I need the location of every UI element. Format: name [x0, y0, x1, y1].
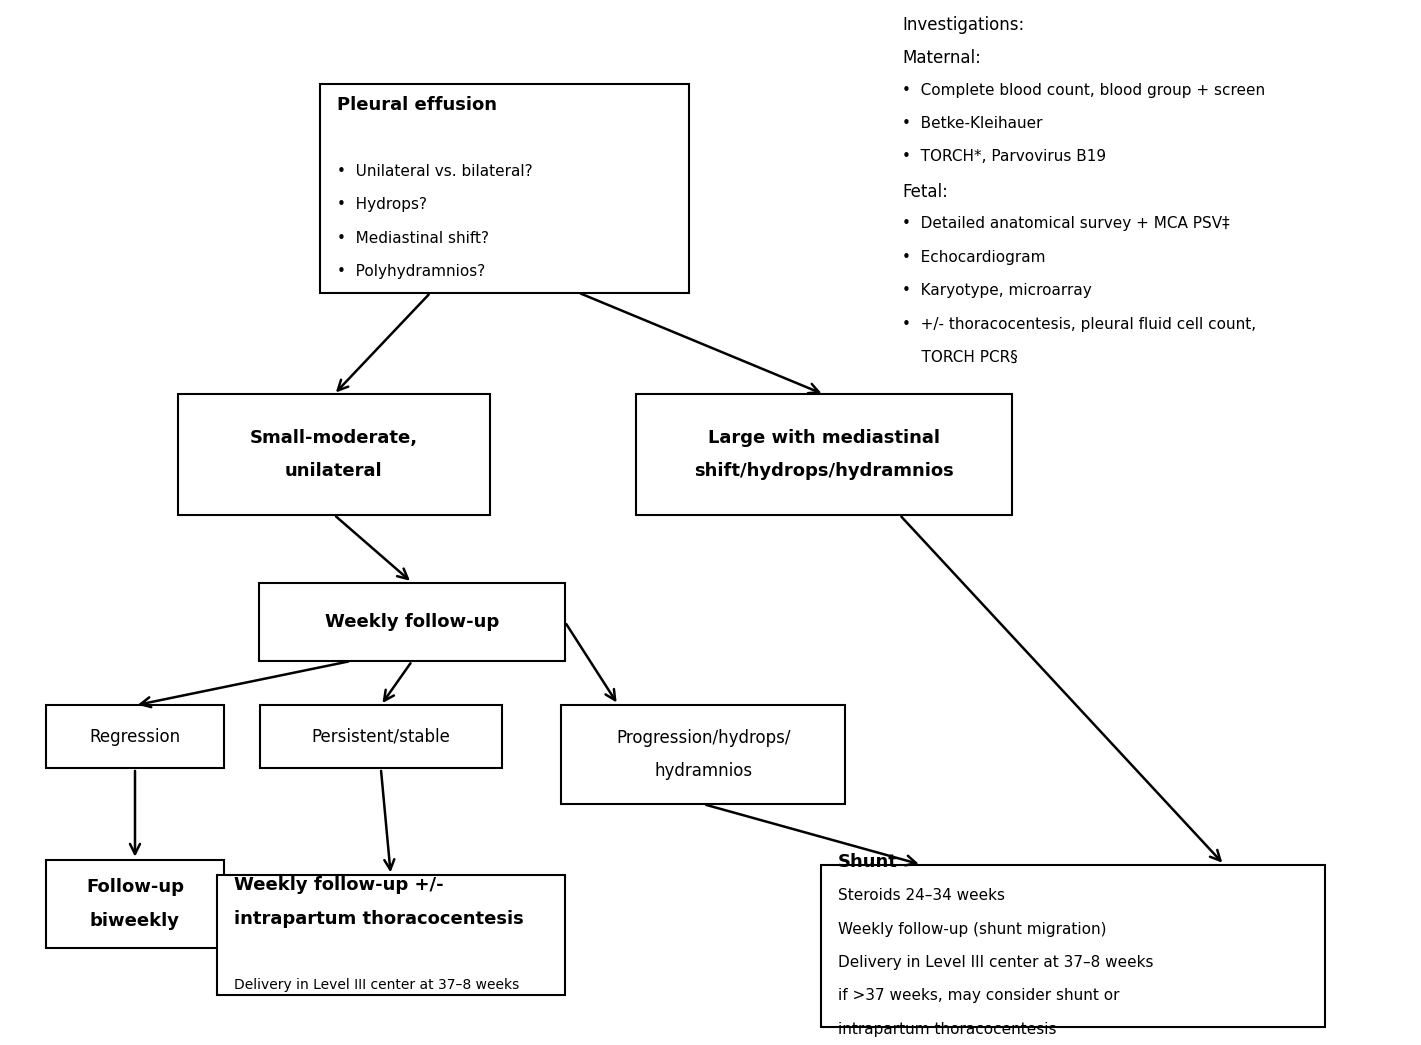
Text: Weekly follow-up (shunt migration): Weekly follow-up (shunt migration) [838, 922, 1106, 936]
Text: •  Karyotype, microarray: • Karyotype, microarray [902, 283, 1093, 298]
FancyBboxPatch shape [260, 705, 502, 768]
Text: Fetal:: Fetal: [902, 183, 948, 201]
Text: unilateral: unilateral [286, 462, 382, 481]
Text: •  Detailed anatomical survey + MCA PSV‡: • Detailed anatomical survey + MCA PSV‡ [902, 216, 1231, 231]
Text: Large with mediastinal: Large with mediastinal [708, 428, 941, 447]
Text: •  Mediastinal shift?: • Mediastinal shift? [337, 231, 489, 246]
Text: Persistent/stable: Persistent/stable [311, 727, 450, 746]
Text: hydramnios: hydramnios [654, 762, 753, 781]
Text: Steroids 24–34 weeks: Steroids 24–34 weeks [838, 888, 1005, 903]
Text: •  Betke-Kleihauer: • Betke-Kleihauer [902, 116, 1043, 131]
FancyBboxPatch shape [821, 865, 1324, 1026]
Text: Follow-up: Follow-up [87, 878, 183, 897]
Text: biweekly: biweekly [90, 911, 180, 930]
Text: Pleural effusion: Pleural effusion [337, 95, 497, 114]
FancyBboxPatch shape [178, 395, 490, 515]
Text: •  Echocardiogram: • Echocardiogram [902, 250, 1046, 264]
Text: shift/hydrops/hydramnios: shift/hydrops/hydramnios [695, 462, 953, 481]
FancyBboxPatch shape [45, 859, 225, 949]
Text: Small-moderate,: Small-moderate, [250, 428, 418, 447]
Text: Shunt: Shunt [838, 853, 898, 872]
Text: •  Complete blood count, blood group + screen: • Complete blood count, blood group + sc… [902, 83, 1266, 97]
Text: Regression: Regression [90, 727, 180, 746]
FancyBboxPatch shape [320, 84, 689, 293]
FancyBboxPatch shape [561, 704, 845, 805]
Text: intrapartum thoracocentesis: intrapartum thoracocentesis [838, 1022, 1056, 1037]
FancyBboxPatch shape [217, 876, 566, 995]
Text: •  Unilateral vs. bilateral?: • Unilateral vs. bilateral? [337, 164, 533, 179]
FancyBboxPatch shape [635, 395, 1012, 515]
Text: TORCH PCR§: TORCH PCR§ [902, 350, 1019, 365]
Text: •  +/- thoracocentesis, pleural fluid cell count,: • +/- thoracocentesis, pleural fluid cel… [902, 317, 1256, 331]
Text: Delivery in Level III center at 37–8 weeks: Delivery in Level III center at 37–8 wee… [234, 978, 519, 993]
Text: Delivery in Level III center at 37–8 weeks: Delivery in Level III center at 37–8 wee… [838, 955, 1154, 970]
Text: •  Hydrops?: • Hydrops? [337, 198, 426, 212]
Text: Weekly follow-up: Weekly follow-up [325, 612, 499, 631]
Text: Investigations:: Investigations: [902, 16, 1025, 33]
Text: •  Polyhydramnios?: • Polyhydramnios? [337, 264, 485, 279]
Text: Progression/hydrops/: Progression/hydrops/ [617, 728, 790, 747]
FancyBboxPatch shape [45, 705, 225, 768]
Text: •  TORCH*, Parvovirus B19: • TORCH*, Parvovirus B19 [902, 149, 1107, 164]
FancyBboxPatch shape [259, 582, 564, 660]
Text: Maternal:: Maternal: [902, 49, 982, 67]
Text: intrapartum thoracocentesis: intrapartum thoracocentesis [234, 909, 523, 928]
Text: Weekly follow-up +/-: Weekly follow-up +/- [234, 876, 443, 895]
Text: if >37 weeks, may consider shunt or: if >37 weeks, may consider shunt or [838, 989, 1120, 1003]
